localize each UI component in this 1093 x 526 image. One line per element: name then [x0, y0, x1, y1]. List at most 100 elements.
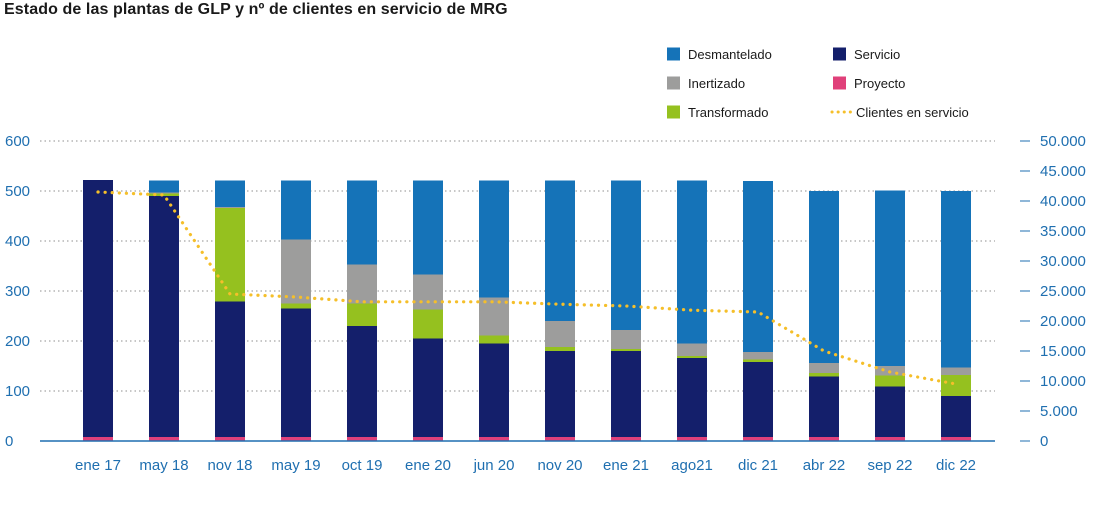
legend-label-desmantelado: Desmantelado — [688, 47, 772, 62]
y-left-tick-label: 200 — [5, 333, 30, 350]
bar-transformado — [347, 303, 377, 326]
bar-transformado — [149, 193, 179, 196]
bar-inertizado — [149, 192, 179, 194]
bar-desmantelado — [347, 180, 377, 265]
bar-servicio — [83, 180, 113, 437]
bar-proyecto — [677, 437, 707, 441]
bar-inertizado — [677, 343, 707, 356]
y-right-tick-label: 0 — [1040, 433, 1048, 450]
bar-inertizado — [479, 297, 509, 336]
legend-label-servicio: Servicio — [854, 47, 900, 62]
y-right-tick-label: 30.000 — [1040, 253, 1086, 270]
x-tick-label: oct 19 — [342, 457, 383, 474]
bar-desmantelado — [149, 180, 179, 193]
x-tick-label: abr 22 — [803, 457, 846, 474]
chart-title: Estado de las plantas de GLP y nº de cli… — [4, 1, 508, 18]
x-tick-label: sep 22 — [867, 457, 912, 474]
y-left-tick-label: 0 — [5, 433, 13, 450]
x-tick-label: may 19 — [271, 457, 320, 474]
legend-swatch-desmantelado — [667, 47, 680, 61]
x-tick-label: dic 21 — [738, 457, 778, 474]
bar-proyecto — [743, 437, 773, 441]
bar-inertizado — [941, 367, 971, 375]
bar-desmantelado — [281, 180, 311, 240]
bar-transformado — [545, 347, 575, 351]
bar-proyecto — [347, 437, 377, 441]
x-tick-label: nov 20 — [537, 457, 582, 474]
bar-servicio — [479, 343, 509, 437]
bar-desmantelado — [677, 180, 707, 344]
bar-servicio — [215, 301, 245, 437]
bar-proyecto — [941, 437, 971, 441]
bar-servicio — [545, 351, 575, 437]
bar-servicio — [413, 338, 443, 437]
bar-servicio — [941, 396, 971, 437]
y-right-tick-label: 5.000 — [1040, 403, 1078, 420]
gridlines — [40, 140, 995, 392]
bar-servicio — [149, 196, 179, 437]
bar-transformado — [875, 375, 905, 387]
bar-inertizado — [281, 239, 311, 304]
bar-servicio — [281, 308, 311, 437]
bars — [83, 180, 971, 441]
bar-servicio — [677, 358, 707, 437]
bar-inertizado — [413, 274, 443, 310]
legend-swatch-inertizado — [667, 76, 680, 90]
bar-proyecto — [215, 437, 245, 441]
bar-proyecto — [545, 437, 575, 441]
bar-transformado — [743, 359, 773, 362]
bar-servicio — [347, 326, 377, 437]
x-tick-label: ago21 — [671, 457, 713, 474]
bar-inertizado — [545, 321, 575, 347]
bar-servicio — [611, 351, 641, 437]
bar-proyecto — [83, 437, 113, 441]
bar-desmantelado — [743, 181, 773, 352]
bar-desmantelado — [413, 180, 443, 275]
bar-transformado — [413, 309, 443, 339]
bar-desmantelado — [479, 180, 509, 298]
bar-transformado — [215, 208, 245, 302]
y-right-tick-label: 45.000 — [1040, 163, 1086, 180]
legend: Desmantelado Servicio Inertizado Proyecto Tr… — [667, 47, 969, 120]
y-left-tick-label: 500 — [5, 183, 30, 200]
x-tick-label: jun 20 — [473, 457, 515, 474]
x-tick-label: may 18 — [139, 457, 188, 474]
bar-servicio — [809, 376, 839, 437]
bar-proyecto — [413, 437, 443, 441]
bar-proyecto — [281, 437, 311, 441]
legend-label-clientes: Clientes en servicio — [856, 105, 969, 120]
y-right-tick-label: 10.000 — [1040, 373, 1086, 390]
y-left-tick-label: 400 — [5, 233, 30, 250]
bar-inertizado — [809, 363, 839, 373]
bar-inertizado — [611, 330, 641, 349]
legend-label-proyecto: Proyecto — [854, 76, 905, 91]
x-tick-label: ene 20 — [405, 457, 451, 474]
bar-desmantelado — [215, 180, 245, 207]
bar-transformado — [479, 335, 509, 344]
legend-swatch-transformado — [667, 105, 680, 119]
bar-proyecto — [479, 437, 509, 441]
bar-proyecto — [809, 437, 839, 441]
x-tick-label: ene 21 — [603, 457, 649, 474]
y-right-tick-label: 50.000 — [1040, 133, 1086, 150]
bar-servicio — [743, 362, 773, 437]
bar-inertizado — [743, 352, 773, 360]
bar-proyecto — [875, 437, 905, 441]
bar-desmantelado — [809, 191, 839, 363]
y-left-tick-label: 300 — [5, 283, 30, 300]
y-right-tick-label: 40.000 — [1040, 193, 1086, 210]
bar-desmantelado — [941, 191, 971, 368]
bar-proyecto — [149, 437, 179, 441]
bar-transformado — [809, 373, 839, 377]
legend-swatch-servicio — [833, 47, 846, 61]
x-tick-label: dic 22 — [936, 457, 976, 474]
legend-swatch-proyecto — [833, 76, 846, 90]
y-left-tick-label: 100 — [5, 383, 30, 400]
bar-desmantelado — [545, 180, 575, 321]
bar-desmantelado — [611, 180, 641, 330]
y-right-tick-label: 20.000 — [1040, 313, 1086, 330]
axes: 0 100 200 300 400 500 600 0 5.000 10.000 15.000 20.… — [5, 133, 1086, 474]
bar-transformado — [611, 349, 641, 351]
legend-label-transformado: Transformado — [688, 105, 768, 120]
